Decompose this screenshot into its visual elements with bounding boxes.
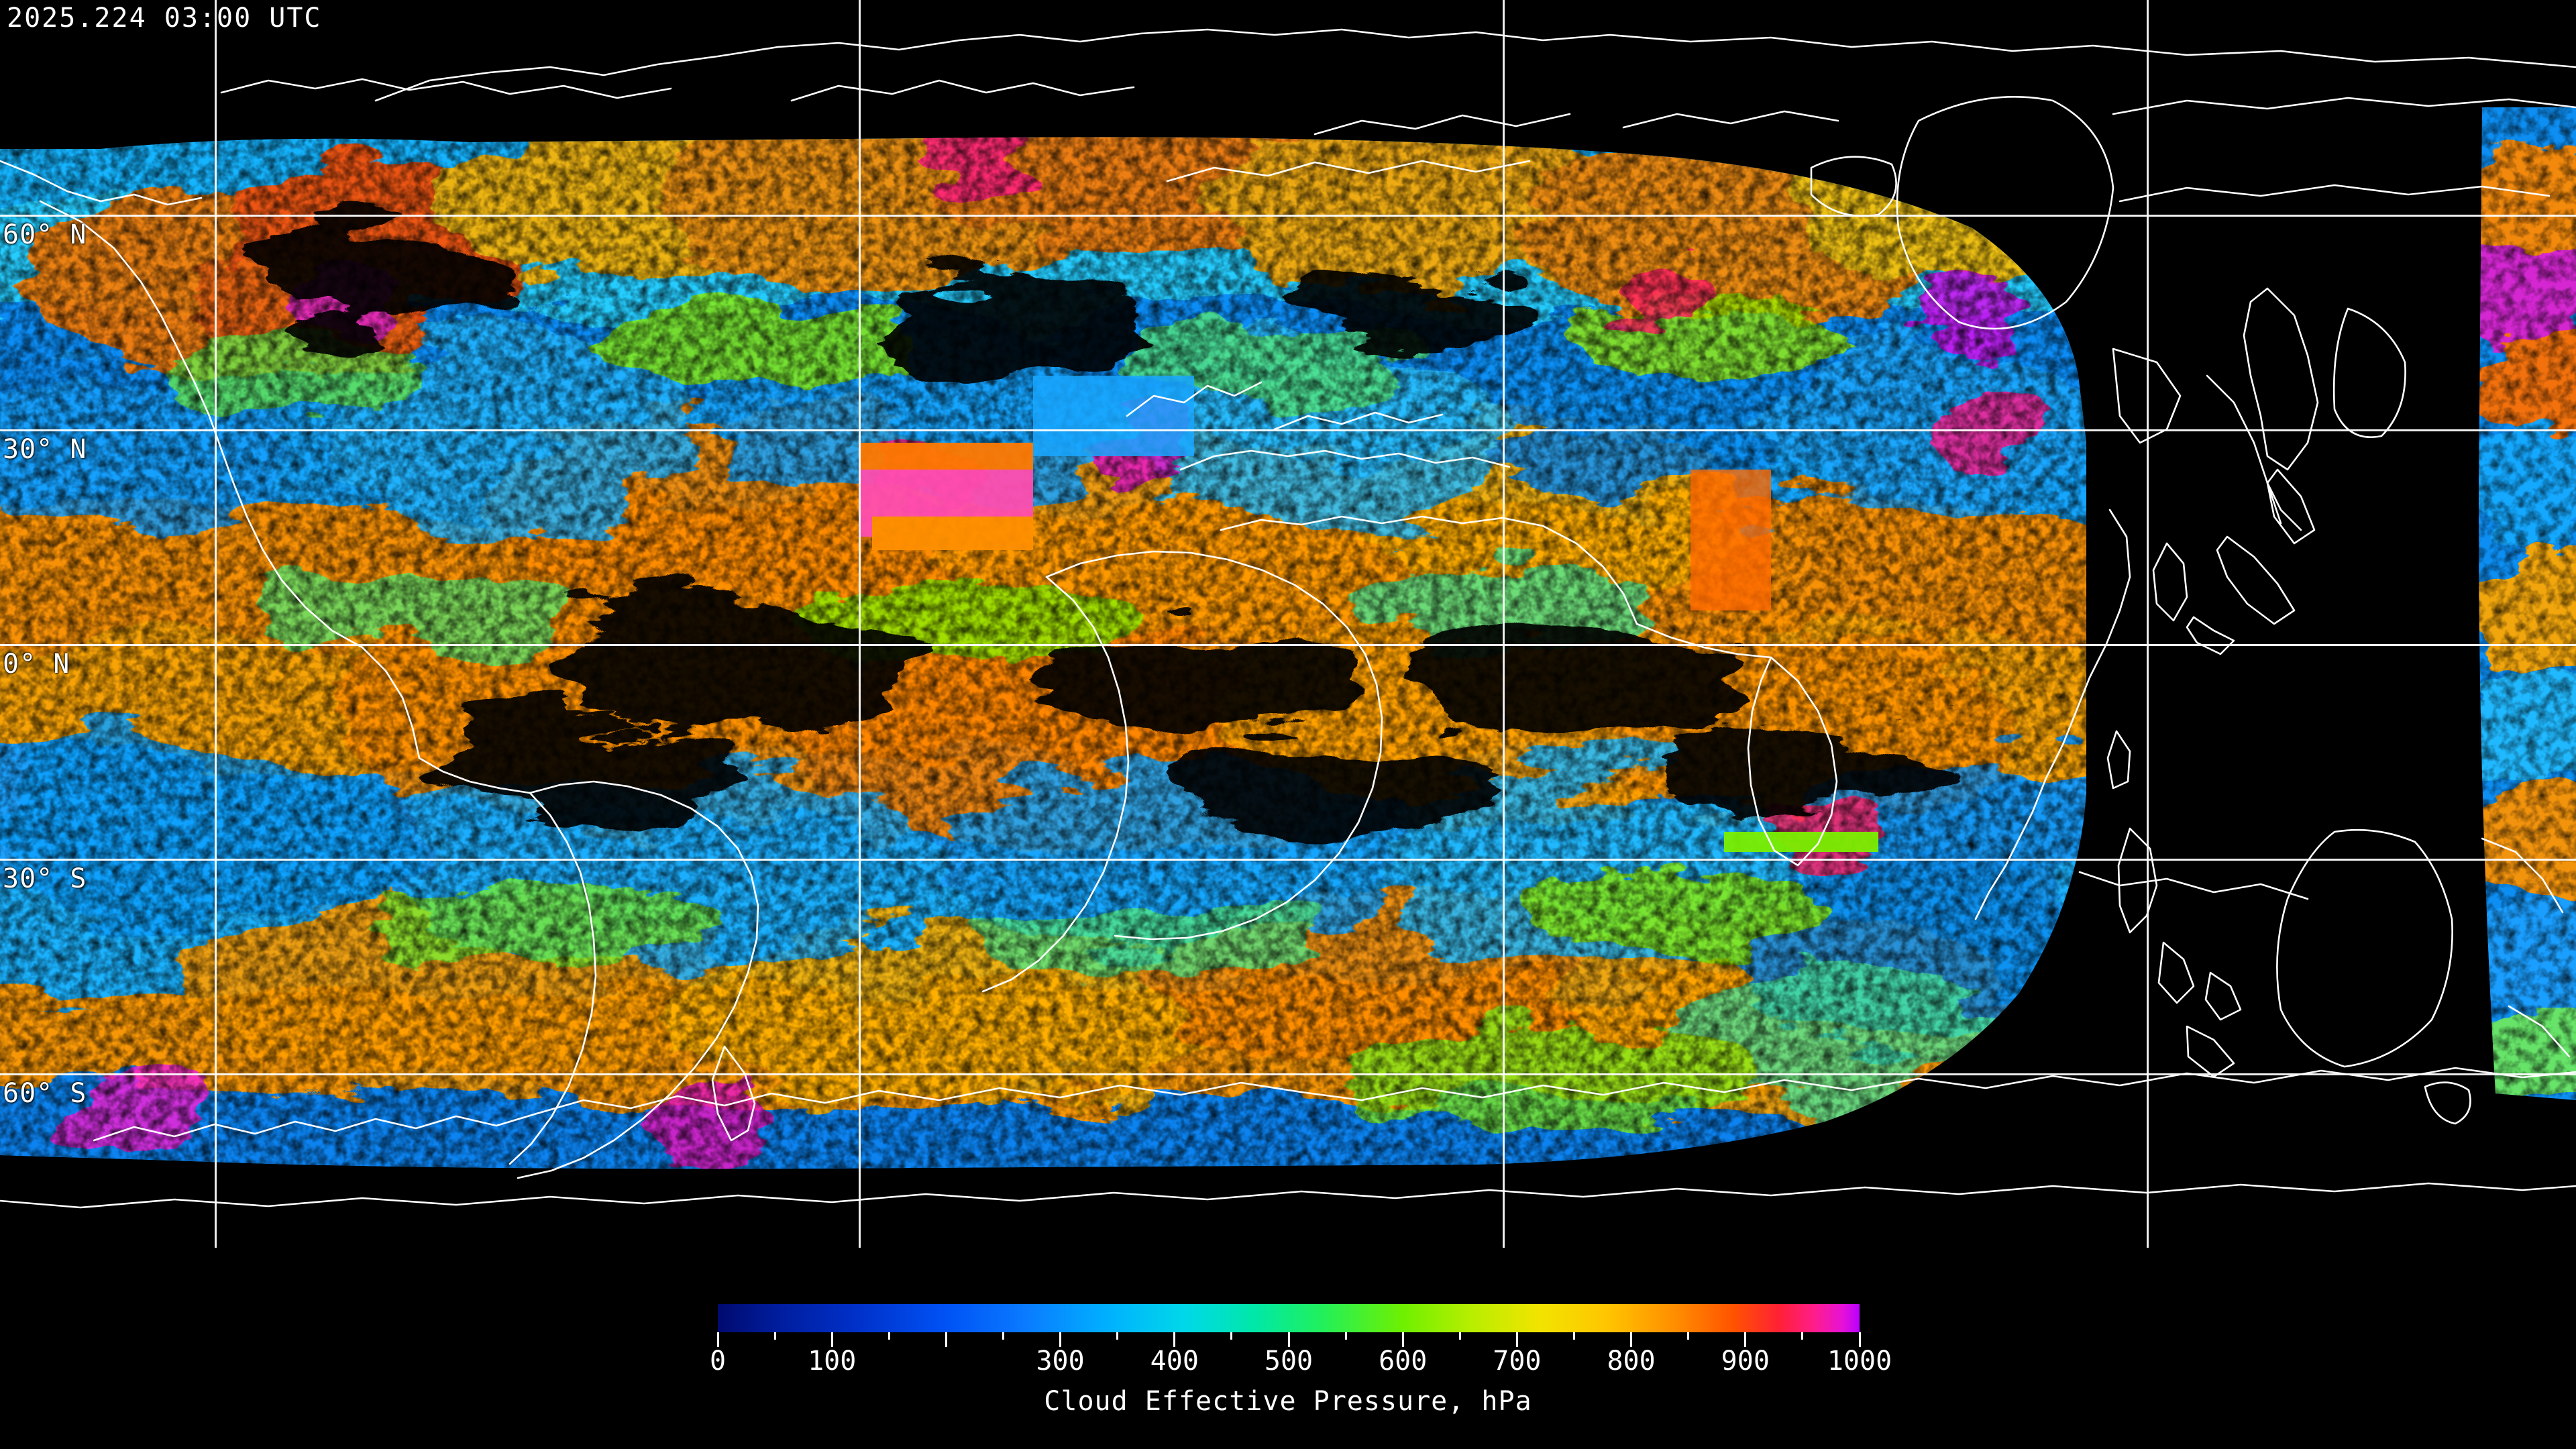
gridline-lat-0 <box>0 644 2576 646</box>
colorbar-tick-50 <box>773 1332 776 1340</box>
gridline-lat-30n <box>0 429 2576 431</box>
colorbar-tick-250 <box>1002 1332 1004 1340</box>
colorbar-tick-650 <box>1458 1332 1461 1340</box>
colorbar-tick-100 <box>830 1332 833 1347</box>
lat-label-30s: 30° S <box>3 863 87 894</box>
map-panel[interactable]: 2025.224 03:00 UTC 60° N 30° N 0° N 30° … <box>0 0 2576 1248</box>
colorbar-label-300: 300 <box>1036 1346 1085 1377</box>
colorbar-label-0: 0 <box>709 1346 727 1377</box>
satellite-map <box>0 28 2576 1209</box>
colorbar-label-800: 800 <box>1607 1346 1656 1377</box>
colorbar-gradient <box>718 1304 1860 1332</box>
colorbar-label-100: 100 <box>808 1346 857 1377</box>
colorbar-tick-450 <box>1230 1332 1233 1340</box>
swath-right-strip <box>2479 107 2576 1100</box>
colorbar-tick-950 <box>1801 1332 1804 1340</box>
colorbar-tick-300 <box>1059 1332 1062 1347</box>
colorbar[interactable]: 0 100 300 400 500 600 700 800 900 1000 Cloud Effe… <box>0 1248 2576 1449</box>
colorbar-tick-750 <box>1573 1332 1575 1340</box>
gridline-lon-2 <box>859 0 861 1248</box>
lat-label-30n: 30° N <box>3 434 87 465</box>
colorbar-tick-0 <box>716 1332 719 1347</box>
timestamp-label: 2025.224 03:00 UTC <box>7 3 322 34</box>
colorbar-tick-850 <box>1687 1332 1690 1340</box>
colorbar-tick-1000 <box>1858 1332 1861 1347</box>
colorbar-tick-550 <box>1344 1332 1347 1340</box>
colorbar-tick-800 <box>1630 1332 1633 1347</box>
coastlines <box>0 28 2576 1209</box>
colorbar-label-500: 500 <box>1264 1346 1313 1377</box>
colorbar-tick-350 <box>1116 1332 1119 1340</box>
colorbar-label-700: 700 <box>1493 1346 1542 1377</box>
colorbar-tick-500 <box>1287 1332 1290 1347</box>
gridline-lon-3 <box>1503 0 1505 1248</box>
gridline-lat-60s <box>0 1073 2576 1075</box>
colorbar-label-1000: 1000 <box>1827 1346 1892 1377</box>
gridline-lat-60n <box>0 215 2576 217</box>
colorbar-tick-150 <box>888 1332 890 1340</box>
lat-label-60s: 60° S <box>3 1078 87 1109</box>
colorbar-label-400: 400 <box>1150 1346 1199 1377</box>
colorbar-tick-200 <box>945 1332 947 1347</box>
gridline-lon-4 <box>2147 0 2149 1248</box>
lat-label-0: 0° N <box>3 649 70 680</box>
colorbar-tick-labels: 0 100 300 400 500 600 700 800 900 1000 <box>0 1346 2576 1379</box>
swath-data-region <box>0 137 2086 1169</box>
colorbar-tick-400 <box>1173 1332 1176 1347</box>
colorbar-tick-600 <box>1401 1332 1404 1347</box>
colorbar-tick-700 <box>1515 1332 1518 1347</box>
colorbar-tick-900 <box>1744 1332 1747 1347</box>
colorbar-ticks <box>716 1332 1861 1347</box>
colorbar-label-900: 900 <box>1721 1346 1770 1377</box>
gridline-lat-30s <box>0 859 2576 861</box>
gridline-lon-1 <box>215 0 217 1248</box>
colorbar-title: Cloud Effective Pressure, hPa <box>1044 1386 1532 1417</box>
lat-label-60n: 60° N <box>3 219 87 250</box>
colorbar-label-600: 600 <box>1379 1346 1428 1377</box>
